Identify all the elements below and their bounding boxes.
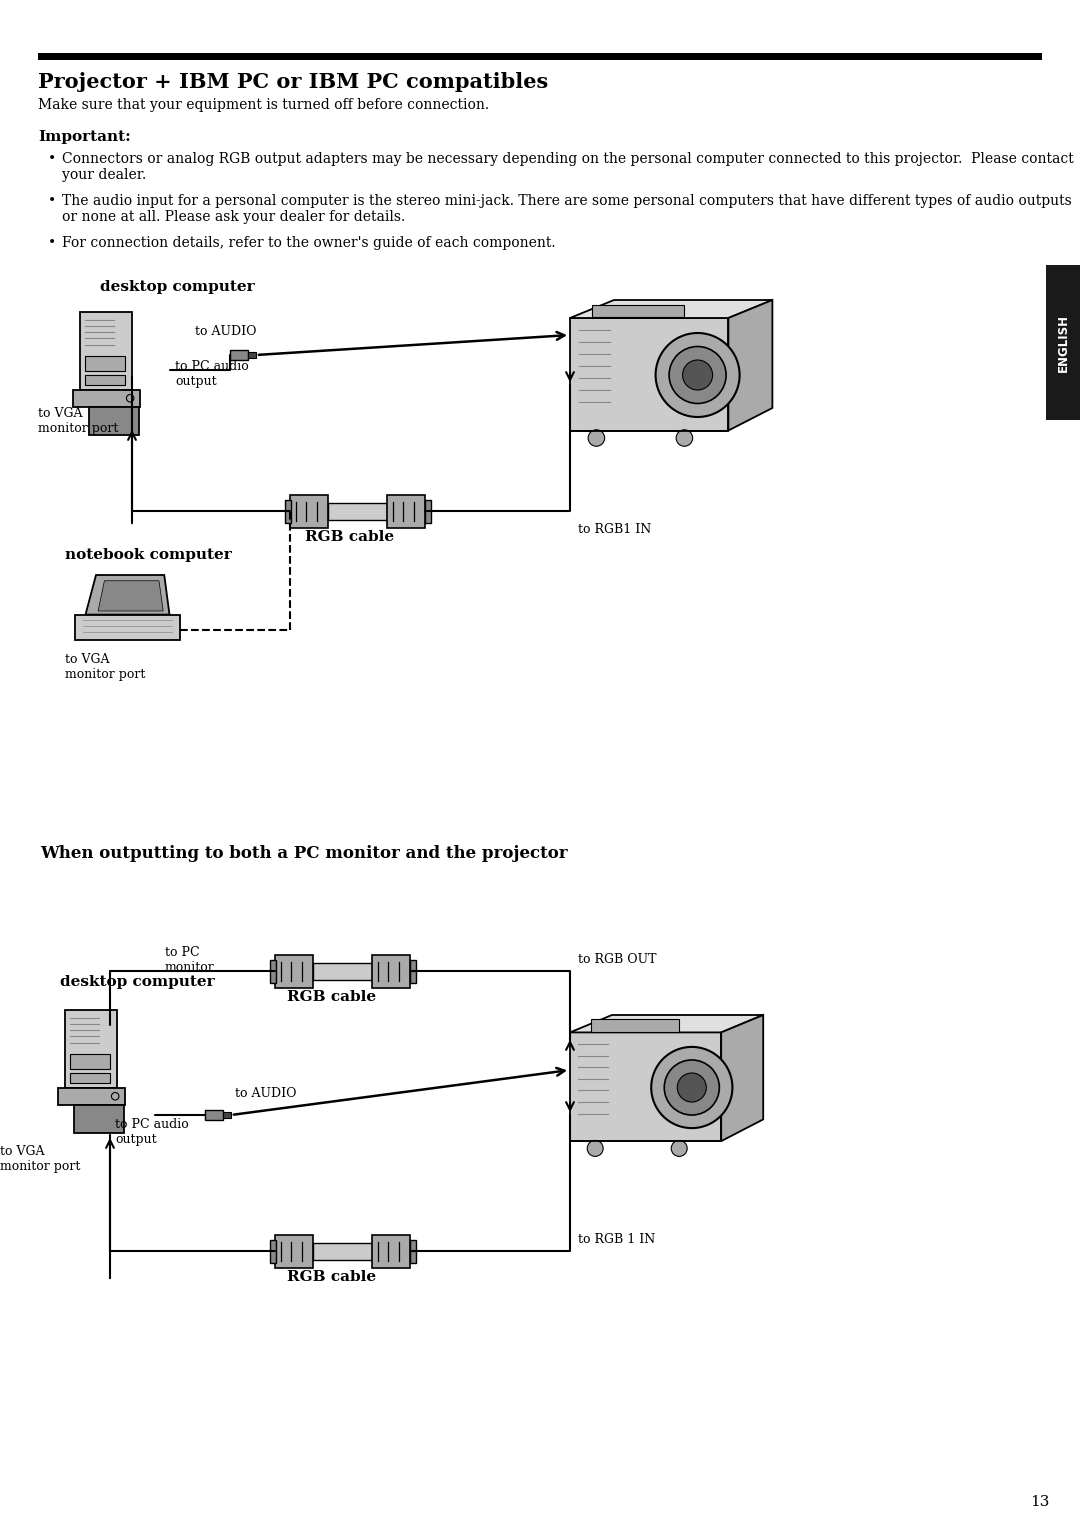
FancyBboxPatch shape bbox=[592, 304, 685, 318]
FancyBboxPatch shape bbox=[70, 1054, 110, 1068]
FancyBboxPatch shape bbox=[75, 1105, 124, 1132]
Text: •: • bbox=[48, 235, 56, 251]
Polygon shape bbox=[721, 1015, 764, 1141]
Text: notebook computer: notebook computer bbox=[65, 549, 232, 562]
Text: to VGA
monitor port: to VGA monitor port bbox=[38, 406, 119, 435]
Text: to PC
monitor: to PC monitor bbox=[165, 946, 215, 973]
Circle shape bbox=[651, 1047, 732, 1128]
Text: For connection details, refer to the owner's guide of each component.: For connection details, refer to the own… bbox=[62, 235, 555, 251]
Text: RGB cable: RGB cable bbox=[287, 990, 376, 1004]
Bar bbox=[1047, 264, 1080, 420]
FancyBboxPatch shape bbox=[58, 1088, 125, 1105]
FancyBboxPatch shape bbox=[388, 495, 426, 529]
Circle shape bbox=[111, 1093, 119, 1100]
Circle shape bbox=[677, 1073, 706, 1102]
Text: desktop computer: desktop computer bbox=[60, 975, 215, 989]
FancyBboxPatch shape bbox=[222, 1112, 231, 1118]
Text: 13: 13 bbox=[1030, 1494, 1050, 1510]
Text: The audio input for a personal computer is the stereo mini-jack. There are some : The audio input for a personal computer … bbox=[62, 194, 1071, 225]
Circle shape bbox=[588, 1140, 603, 1157]
Text: to RGB OUT: to RGB OUT bbox=[578, 953, 657, 966]
FancyBboxPatch shape bbox=[270, 1239, 276, 1264]
Polygon shape bbox=[98, 581, 163, 611]
Text: to AUDIO: to AUDIO bbox=[235, 1086, 297, 1100]
FancyBboxPatch shape bbox=[570, 1033, 721, 1141]
FancyBboxPatch shape bbox=[72, 390, 140, 406]
Text: Important:: Important: bbox=[38, 130, 131, 144]
FancyBboxPatch shape bbox=[410, 1239, 416, 1264]
FancyBboxPatch shape bbox=[65, 1010, 118, 1088]
Text: to RGB 1 IN: to RGB 1 IN bbox=[578, 1233, 656, 1245]
Circle shape bbox=[676, 429, 692, 446]
FancyBboxPatch shape bbox=[591, 1019, 679, 1031]
FancyBboxPatch shape bbox=[205, 1109, 222, 1120]
Bar bbox=[38, 53, 1042, 60]
Text: to RGB1 IN: to RGB1 IN bbox=[578, 523, 651, 536]
FancyBboxPatch shape bbox=[373, 955, 410, 989]
FancyBboxPatch shape bbox=[285, 500, 292, 523]
Text: to VGA
monitor port: to VGA monitor port bbox=[0, 1144, 80, 1174]
FancyBboxPatch shape bbox=[85, 374, 125, 385]
Text: to PC audio
output: to PC audio output bbox=[175, 361, 248, 388]
Text: to AUDIO: to AUDIO bbox=[195, 325, 257, 338]
Polygon shape bbox=[85, 575, 170, 614]
Circle shape bbox=[656, 333, 740, 417]
Circle shape bbox=[683, 361, 713, 390]
FancyBboxPatch shape bbox=[275, 1235, 313, 1268]
Circle shape bbox=[664, 1060, 719, 1115]
Text: to VGA
monitor port: to VGA monitor port bbox=[65, 652, 146, 681]
FancyBboxPatch shape bbox=[291, 495, 328, 529]
FancyBboxPatch shape bbox=[313, 963, 373, 979]
Text: Make sure that your equipment is turned off before connection.: Make sure that your equipment is turned … bbox=[38, 98, 489, 112]
FancyBboxPatch shape bbox=[328, 503, 388, 520]
FancyBboxPatch shape bbox=[410, 960, 416, 983]
Text: •: • bbox=[48, 194, 56, 208]
Text: Connectors or analog RGB output adapters may be necessary depending on the perso: Connectors or analog RGB output adapters… bbox=[62, 151, 1074, 182]
FancyBboxPatch shape bbox=[275, 955, 313, 989]
Text: to PC audio
output: to PC audio output bbox=[114, 1118, 189, 1146]
Polygon shape bbox=[570, 1015, 764, 1033]
Polygon shape bbox=[570, 299, 772, 318]
Text: desktop computer: desktop computer bbox=[100, 280, 255, 293]
FancyBboxPatch shape bbox=[248, 351, 256, 358]
Text: ENGLISH: ENGLISH bbox=[1056, 313, 1069, 371]
FancyBboxPatch shape bbox=[85, 356, 125, 371]
Text: When outputting to both a PC monitor and the projector: When outputting to both a PC monitor and… bbox=[40, 845, 568, 862]
FancyBboxPatch shape bbox=[373, 1235, 410, 1268]
FancyBboxPatch shape bbox=[70, 1073, 110, 1082]
Circle shape bbox=[126, 394, 134, 402]
Text: RGB cable: RGB cable bbox=[305, 530, 394, 544]
FancyBboxPatch shape bbox=[570, 318, 728, 431]
Text: •: • bbox=[48, 151, 56, 167]
Circle shape bbox=[672, 1140, 687, 1157]
FancyBboxPatch shape bbox=[80, 312, 132, 390]
FancyBboxPatch shape bbox=[230, 350, 248, 361]
Text: Projector + IBM PC or IBM PC compatibles: Projector + IBM PC or IBM PC compatibles bbox=[38, 72, 549, 92]
FancyBboxPatch shape bbox=[89, 406, 139, 434]
FancyBboxPatch shape bbox=[75, 614, 180, 640]
Circle shape bbox=[670, 347, 726, 403]
Circle shape bbox=[589, 429, 605, 446]
FancyBboxPatch shape bbox=[426, 500, 431, 523]
FancyBboxPatch shape bbox=[270, 960, 276, 983]
Polygon shape bbox=[728, 299, 772, 431]
FancyBboxPatch shape bbox=[313, 1244, 373, 1259]
Text: RGB cable: RGB cable bbox=[287, 1270, 376, 1284]
